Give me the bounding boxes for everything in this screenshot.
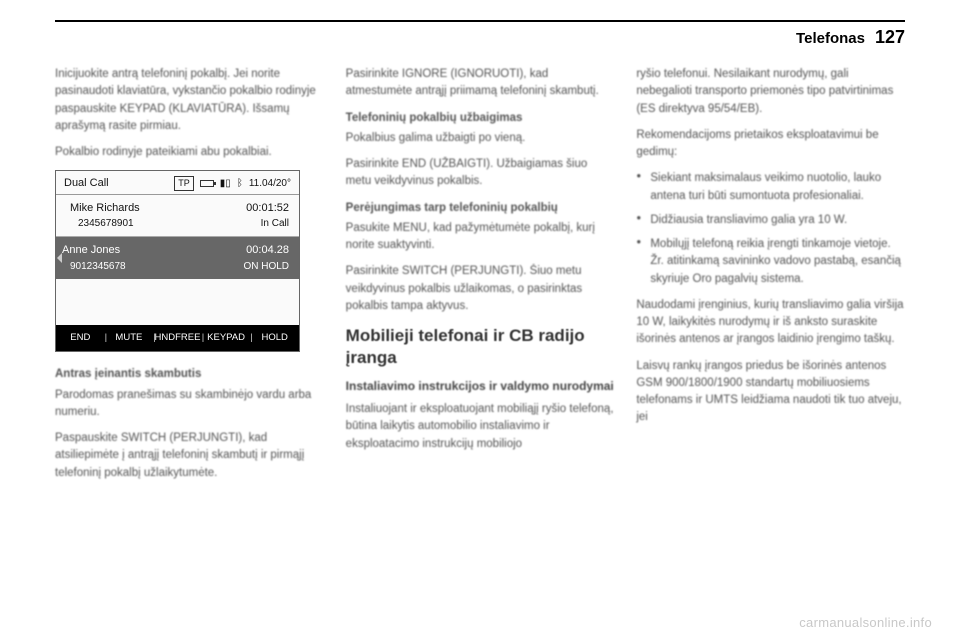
col1-sub1: Antras įeinantis skambutis	[55, 366, 324, 383]
col1-p4: Paspauskite SWITCH (PERJUNGTI), kad atsi…	[55, 430, 324, 482]
call-entry-2: Anne Jones 00:04.28 9012345678 ON HOLD	[56, 237, 299, 279]
col1-p2: Pokalbio rodinyje pateikiami abu pokalbi…	[55, 144, 324, 161]
datetime-temp: 11.04/20°	[249, 176, 291, 191]
call-status-1: In Call	[261, 216, 289, 231]
hndfree-button[interactable]: HNDFREE	[153, 325, 202, 351]
col3-li3: Mobilųjį telefoną reikia įrengti tinkamo…	[650, 236, 905, 288]
dual-call-label: Dual Call	[64, 175, 109, 192]
column-1: Inicijuokite antrą telefoninį pokalbį. J…	[55, 66, 324, 491]
col1-p3: Parodomas pranešimas su skambinėjo vardu…	[55, 387, 324, 422]
call-time-2: 00:04.28	[246, 242, 289, 259]
col2-section-title: Mobilieji telefonai ir CB radijo įranga	[346, 325, 615, 369]
column-2: Pasirinkite IGNORE (IGNORUOTI), kad atme…	[346, 66, 615, 491]
phone-button-bar: END MUTE HNDFREE KEYPAD HOLD	[56, 325, 299, 351]
col2-h1: Telefoninių pokalbių užbaigimas	[346, 110, 615, 127]
col3-p2: Rekomendacijoms prietaikos eksploatavimu…	[636, 127, 905, 162]
col3-p3: Naudodami įrenginius, kurių transliavimo…	[636, 297, 905, 349]
col3-p4: Laisvų rankų įrangos priedus be išorinės…	[636, 358, 905, 427]
col2-p5: Pasirinkite SWITCH (PERJUNGTI). Šiuo met…	[346, 263, 615, 315]
hold-button[interactable]: HOLD	[250, 325, 299, 351]
signal-icon: ▮▯	[220, 176, 231, 191]
col2-p3: Pasirinkite END (UŽBAIGTI). Užbaigiamas …	[346, 156, 615, 191]
col3-li2: Didžiausia transliavimo galia yra 10 W.	[650, 212, 905, 229]
col2-h2: Perėjungimas tarp telefoninių pokalbių	[346, 200, 615, 217]
col1-p1: Inicijuokite antrą telefoninį pokalbį. J…	[55, 66, 324, 135]
col2-sub-section: Instaliavimo instrukcijos ir valdymo nur…	[346, 377, 615, 395]
col2-p2: Pokalbius galima užbaigti po vieną.	[346, 130, 615, 147]
col3-list: Siekiant maksimalaus veikimo nuotolio, l…	[636, 170, 905, 288]
watermark: carmanualsonline.info	[799, 615, 932, 630]
col3-p1: ryšio telefonui. Nesilaikant nurodymų, g…	[636, 66, 905, 118]
caller-name-2: Anne Jones	[62, 242, 120, 259]
chevron-left-icon	[57, 253, 62, 263]
keypad-button[interactable]: KEYPAD	[202, 325, 251, 351]
col3-li1: Siekiant maksimalaus veikimo nuotolio, l…	[650, 170, 905, 205]
phone-screen: Dual Call TP ▮▯ ᛒ 11.04/20° Mike Richard…	[55, 170, 300, 352]
page-number: 127	[875, 27, 905, 48]
tp-indicator: TP	[174, 176, 194, 192]
col2-p6: Instaliuojant ir eksploatuojant mobiliąj…	[346, 401, 615, 453]
call-entry-1: Mike Richards 00:01:52 2345678901 In Cal…	[56, 195, 299, 238]
end-button[interactable]: END	[56, 325, 105, 351]
col2-p1: Pasirinkite IGNORE (IGNORUOTI), kad atme…	[346, 66, 615, 101]
caller-name-1: Mike Richards	[70, 200, 140, 217]
col2-p4: Pasukite MENU, kad pažymėtumėte pokalbį,…	[346, 220, 615, 255]
bluetooth-icon: ᛒ	[237, 176, 243, 191]
caller-number-2: 9012345678	[62, 259, 126, 274]
caller-number-1: 2345678901	[70, 216, 134, 231]
column-3: ryšio telefonui. Nesilaikant nurodymų, g…	[636, 66, 905, 491]
header-title: Telefonas	[796, 30, 865, 47]
mute-button[interactable]: MUTE	[105, 325, 154, 351]
call-status-2: ON HOLD	[243, 259, 289, 274]
battery-icon	[200, 180, 214, 187]
call-time-1: 00:01:52	[246, 200, 289, 217]
